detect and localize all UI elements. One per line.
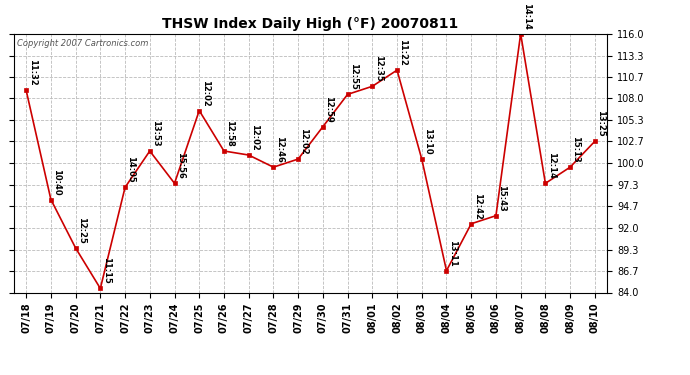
Text: 12:02: 12:02: [201, 80, 210, 106]
Title: THSW Index Daily High (°F) 20070811: THSW Index Daily High (°F) 20070811: [162, 17, 459, 31]
Text: 12:55: 12:55: [349, 63, 358, 90]
Text: 12:58: 12:58: [226, 120, 235, 147]
Text: 13:53: 13:53: [151, 120, 160, 147]
Text: 12:35: 12:35: [374, 56, 383, 82]
Text: 12:14: 12:14: [546, 152, 555, 179]
Text: 11:15: 11:15: [101, 257, 110, 284]
Text: 12:59: 12:59: [324, 96, 333, 123]
Text: 10:40: 10:40: [52, 169, 61, 195]
Text: 13:25: 13:25: [596, 110, 605, 137]
Text: 12:46: 12:46: [275, 136, 284, 163]
Text: 15:43: 15:43: [497, 185, 506, 211]
Text: 11:32: 11:32: [28, 59, 37, 86]
Text: 13:10: 13:10: [423, 128, 432, 155]
Text: 12:42: 12:42: [473, 193, 482, 220]
Text: 14:14: 14:14: [522, 3, 531, 30]
Text: Copyright 2007 Cartronics.com: Copyright 2007 Cartronics.com: [17, 39, 148, 48]
Text: 13:11: 13:11: [448, 240, 457, 267]
Text: 15:13: 15:13: [571, 136, 580, 163]
Text: 12:02: 12:02: [299, 128, 308, 155]
Text: 15:56: 15:56: [176, 152, 185, 179]
Text: 11:22: 11:22: [398, 39, 407, 66]
Text: 14:05: 14:05: [126, 156, 135, 183]
Text: 12:25: 12:25: [77, 217, 86, 244]
Text: 12:02: 12:02: [250, 124, 259, 151]
